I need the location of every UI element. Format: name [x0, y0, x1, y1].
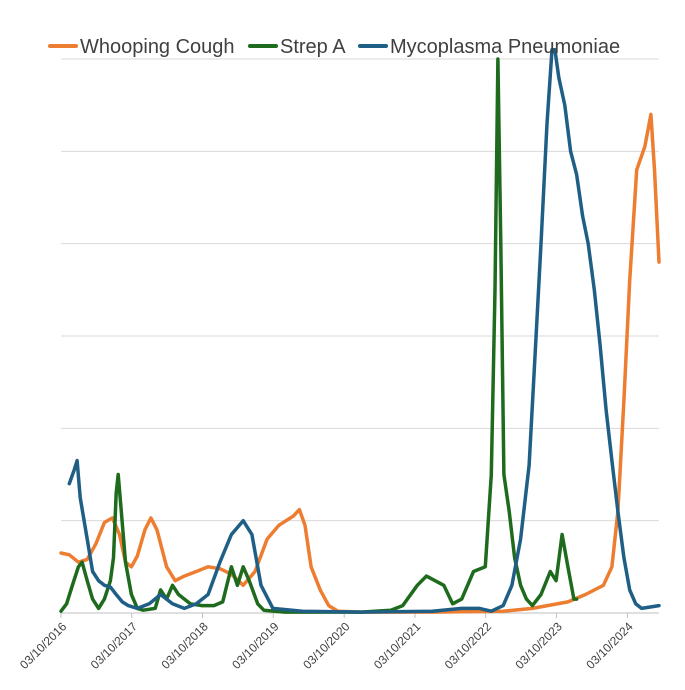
x-tick-label: 03/10/2017 — [88, 619, 141, 672]
legend-label: Whooping Cough — [80, 36, 235, 58]
legend-label: Strep A — [280, 36, 346, 58]
series-line-whooping-cough — [59, 112, 661, 614]
x-tick-label: 03/10/2020 — [300, 619, 353, 672]
series-line-strep-a — [59, 57, 579, 614]
legend-label: Mycoplasma Pneumoniae — [390, 36, 620, 58]
series-line-mycoplasma-pneumoniae — [67, 48, 661, 614]
x-tick-label: 03/10/2019 — [229, 619, 282, 672]
series-lines — [59, 48, 661, 614]
x-tick-label: 03/10/2016 — [17, 619, 70, 672]
x-tick-label: 03/10/2024 — [583, 619, 636, 672]
x-tick-labels: 03/10/2016 03/10/2017 03/10/2018 03/10/2019… — [17, 619, 636, 672]
x-tick-label: 03/10/2018 — [158, 619, 211, 672]
x-tick-label: 03/10/2022 — [442, 619, 495, 672]
x-tick-label: 03/10/2021 — [371, 619, 424, 672]
grid-lines — [61, 58, 659, 522]
x-tick-label: 03/10/2023 — [512, 619, 565, 672]
legend: Whooping Cough Strep A Mycoplasma Pneumoni… — [48, 36, 620, 58]
